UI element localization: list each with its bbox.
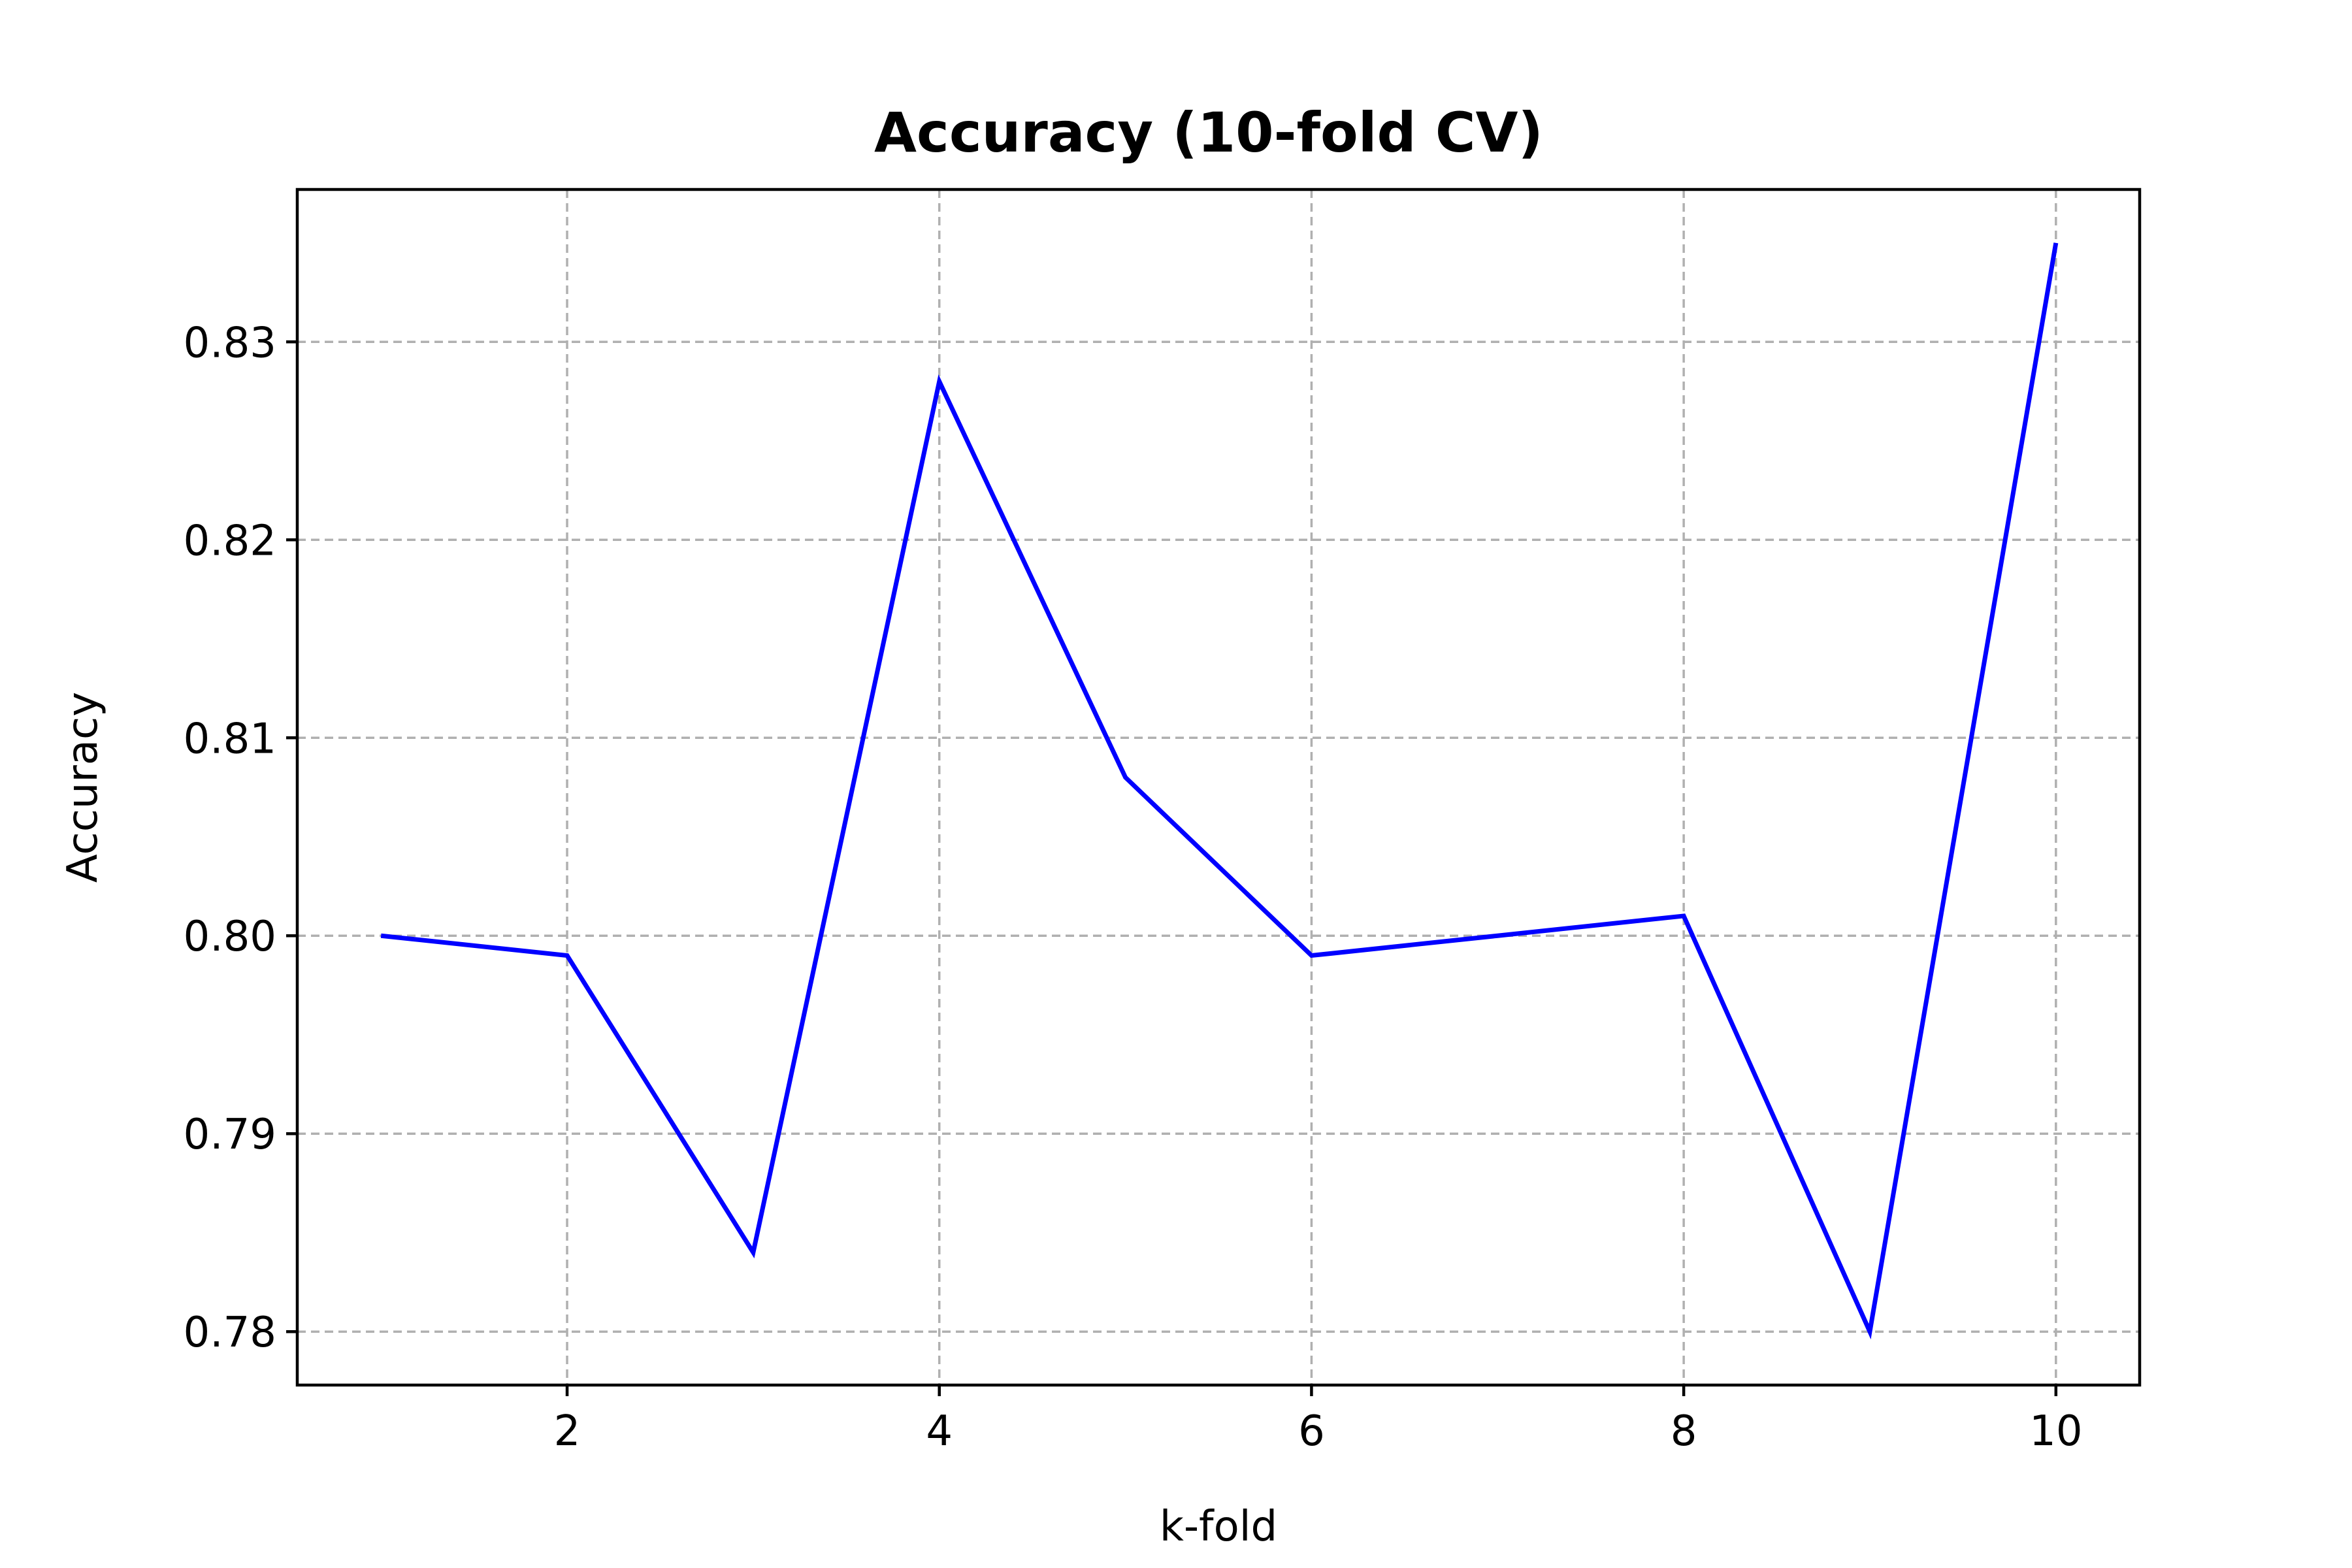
y-tick-label: 0.81 [184, 715, 277, 763]
ticks: 2 4 6 8 10 0.78 0.79 0.80 0.81 0.82 0.83 [184, 319, 2083, 1456]
series-line [380, 242, 2059, 1340]
y-tick-label: 0.80 [184, 913, 277, 961]
plot-frame [295, 188, 2142, 1387]
y-tick-label: 0.82 [184, 517, 277, 565]
y-axis-label: Accuracy [59, 692, 107, 883]
y-tick-label: 0.83 [184, 319, 277, 367]
x-axis-label: k-fold [1160, 1503, 1277, 1551]
y-tick-label: 0.78 [184, 1309, 277, 1357]
x-tick-label: 10 [2029, 1407, 2082, 1456]
x-tick-label: 4 [926, 1407, 953, 1456]
x-tick-label: 8 [1671, 1407, 1697, 1456]
chart-title: Accuracy (10-fold CV) [874, 101, 1543, 165]
grid-lines [297, 189, 2140, 1385]
y-tick-label: 0.79 [184, 1111, 277, 1159]
x-tick-label: 2 [554, 1407, 581, 1456]
series-layer [380, 242, 2059, 1340]
x-tick-label: 6 [1298, 1407, 1325, 1456]
